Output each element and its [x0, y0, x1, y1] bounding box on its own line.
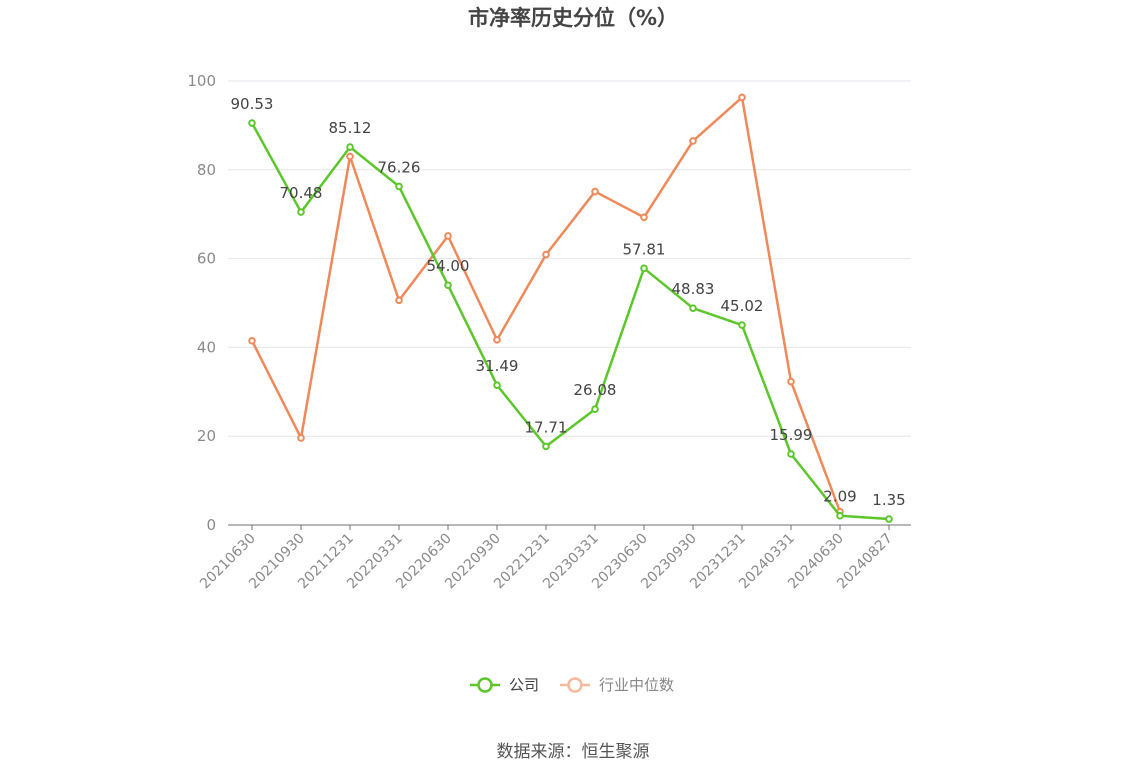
- legend-item-0[interactable]: 公司: [470, 676, 539, 694]
- series-layer: [248, 93, 893, 523]
- data-point[interactable]: [542, 442, 550, 451]
- legend-marker-icon: [477, 677, 493, 693]
- legend-marker-icon: [567, 677, 583, 693]
- data-label: 31.49: [476, 357, 519, 375]
- data-label: 90.53: [231, 95, 274, 113]
- data-point[interactable]: [787, 450, 795, 458]
- data-point[interactable]: [738, 93, 746, 102]
- data-point[interactable]: [591, 405, 599, 414]
- data-label: 1.35: [872, 491, 905, 509]
- data-label: 48.83: [672, 280, 715, 298]
- data-point[interactable]: [885, 515, 893, 523]
- data-labels: 90.53 70.48 85.12 76.26 54.00 31.49 17.71 26.08…: [231, 95, 906, 509]
- legend-label: 公司: [509, 676, 539, 694]
- data-point[interactable]: [738, 321, 746, 329]
- data-point[interactable]: [640, 264, 648, 273]
- data-label: 17.71: [525, 418, 568, 436]
- data-point[interactable]: [395, 182, 403, 191]
- data-point[interactable]: [787, 377, 795, 386]
- data-point[interactable]: [297, 208, 305, 216]
- data-point[interactable]: [395, 296, 403, 305]
- data-label: 15.99: [770, 426, 813, 444]
- data-label: 45.02: [721, 297, 764, 315]
- grid: [228, 80, 911, 437]
- data-label: 26.08: [574, 381, 617, 399]
- data-point[interactable]: [542, 250, 550, 259]
- series-line-0: [250, 122, 890, 521]
- y-tick-label: 60: [197, 250, 216, 268]
- data-point[interactable]: [444, 281, 452, 290]
- y-tick-label: 40: [197, 338, 216, 356]
- data-point[interactable]: [689, 137, 697, 145]
- y-tick-label: 20: [197, 427, 216, 445]
- legend[interactable]: 公司 行业中位数: [470, 676, 674, 694]
- data-point[interactable]: [640, 213, 648, 222]
- data-label: 57.81: [623, 240, 666, 258]
- data-label: 85.12: [329, 119, 372, 137]
- data-point[interactable]: [689, 304, 697, 312]
- data-point[interactable]: [346, 143, 354, 151]
- data-point[interactable]: [591, 187, 599, 196]
- y-tick-label: 100: [187, 72, 216, 90]
- data-point[interactable]: [493, 336, 501, 344]
- data-label: 2.09: [823, 488, 856, 506]
- data-label: 54.00: [427, 257, 470, 275]
- source-note: 数据来源：恒生聚源: [497, 742, 650, 762]
- legend-item-1[interactable]: 行业中位数: [560, 676, 674, 694]
- legend-label: 行业中位数: [599, 676, 674, 694]
- chart-title: 市净率历史分位（%）: [468, 6, 678, 30]
- series-0: [248, 119, 893, 523]
- data-point[interactable]: [444, 232, 452, 240]
- data-label: 70.48: [280, 184, 323, 202]
- data-point[interactable]: [836, 511, 844, 520]
- data-point[interactable]: [248, 119, 256, 127]
- data-point[interactable]: [297, 434, 305, 442]
- series-1: [248, 93, 844, 516]
- y-tick-label: 80: [197, 161, 216, 179]
- data-point[interactable]: [493, 381, 501, 389]
- data-point[interactable]: [248, 336, 256, 345]
- data-label: 76.26: [378, 158, 421, 176]
- x-axis: 2021063020210930202112312022033120220630…: [197, 524, 911, 592]
- data-point[interactable]: [346, 152, 354, 161]
- y-axis: 0 20 40 60 80 100: [187, 72, 216, 534]
- y-tick-label: 0: [206, 516, 216, 534]
